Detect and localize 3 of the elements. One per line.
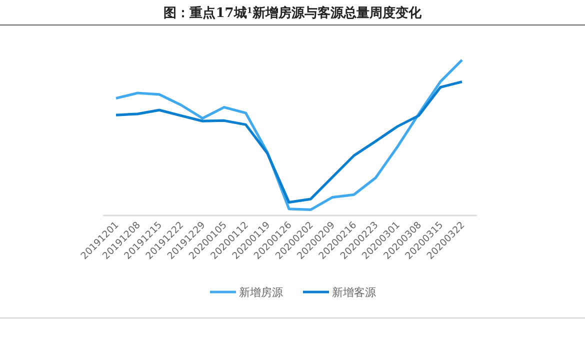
legend-label: 新增房源 [239, 286, 283, 299]
legend-label: 新增客源 [332, 286, 376, 299]
chart-title: 图：重点17城$^{1}$新增房源与客源总量周度变化 [164, 5, 422, 21]
